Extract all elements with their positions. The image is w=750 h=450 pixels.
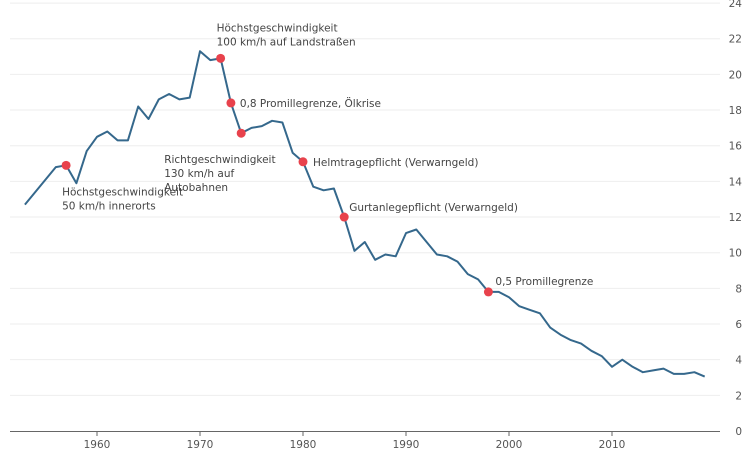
annotation-marker xyxy=(61,160,71,170)
y-tick-label: 18 xyxy=(729,105,742,117)
annotation-marker xyxy=(339,212,349,222)
annotation-label: 100 km/h auf Landstraßen xyxy=(217,36,356,48)
annotation-marker xyxy=(298,157,308,167)
x-tick-label: 2010 xyxy=(599,439,626,450)
x-axis: 1960 1970 1980 1990 2000 2010 xyxy=(10,431,720,450)
y-tick-label: 0 xyxy=(735,426,742,438)
annotation-label: Gurtanlegepflicht (Verwarngeld) xyxy=(349,202,518,214)
annotation-label: Autobahnen xyxy=(164,182,228,194)
annotation-labels: Höchstgeschwindigkeit 50 km/h innerorts Hö… xyxy=(62,22,593,288)
annotation-label: Höchstgeschwindigkeit xyxy=(62,186,183,198)
y-tick-label: 10 xyxy=(729,248,742,260)
y-tick-label: 12 xyxy=(729,212,742,224)
annotation-label: Helmtragepflicht (Verwarngeld) xyxy=(313,157,478,169)
annotation-marker xyxy=(483,287,493,297)
annotation-marker xyxy=(216,53,226,63)
x-tick-label: 1980 xyxy=(290,439,317,450)
series-line xyxy=(24,50,706,378)
y-tick-label: 2 xyxy=(735,390,742,402)
y-tick-label: 22 xyxy=(729,34,742,46)
y-tick-label: 4 xyxy=(735,355,742,367)
x-tick-label: 1990 xyxy=(393,439,420,450)
x-tick-label: 2000 xyxy=(496,439,523,450)
annotation-label: 130 km/h auf xyxy=(164,168,234,180)
annotation-marker xyxy=(226,98,236,108)
annotation-label: 0,8 Promillegrenze, Ölkrise xyxy=(240,97,381,110)
series-line-group xyxy=(24,50,706,378)
annotation-label: Höchstgeschwindigkeit xyxy=(217,22,338,34)
y-tick-label: 20 xyxy=(729,69,742,81)
annotation-markers xyxy=(61,53,493,297)
annotation-label: 50 km/h innerorts xyxy=(62,200,156,212)
annotation-label: 0,5 Promillegrenze xyxy=(495,276,593,288)
x-tick-label: 1970 xyxy=(187,439,214,450)
y-tick-label: 24 xyxy=(729,0,743,10)
annotation-marker xyxy=(236,128,246,138)
x-tick-label: 1960 xyxy=(84,439,111,450)
y-tick-label: 6 xyxy=(735,319,742,331)
y-tick-label: 8 xyxy=(735,283,742,295)
y-tick-label: 14 xyxy=(729,176,743,188)
gridlines xyxy=(10,2,720,396)
y-tick-label: 16 xyxy=(729,141,743,153)
annotation-label: Richtgeschwindigkeit xyxy=(164,154,275,166)
